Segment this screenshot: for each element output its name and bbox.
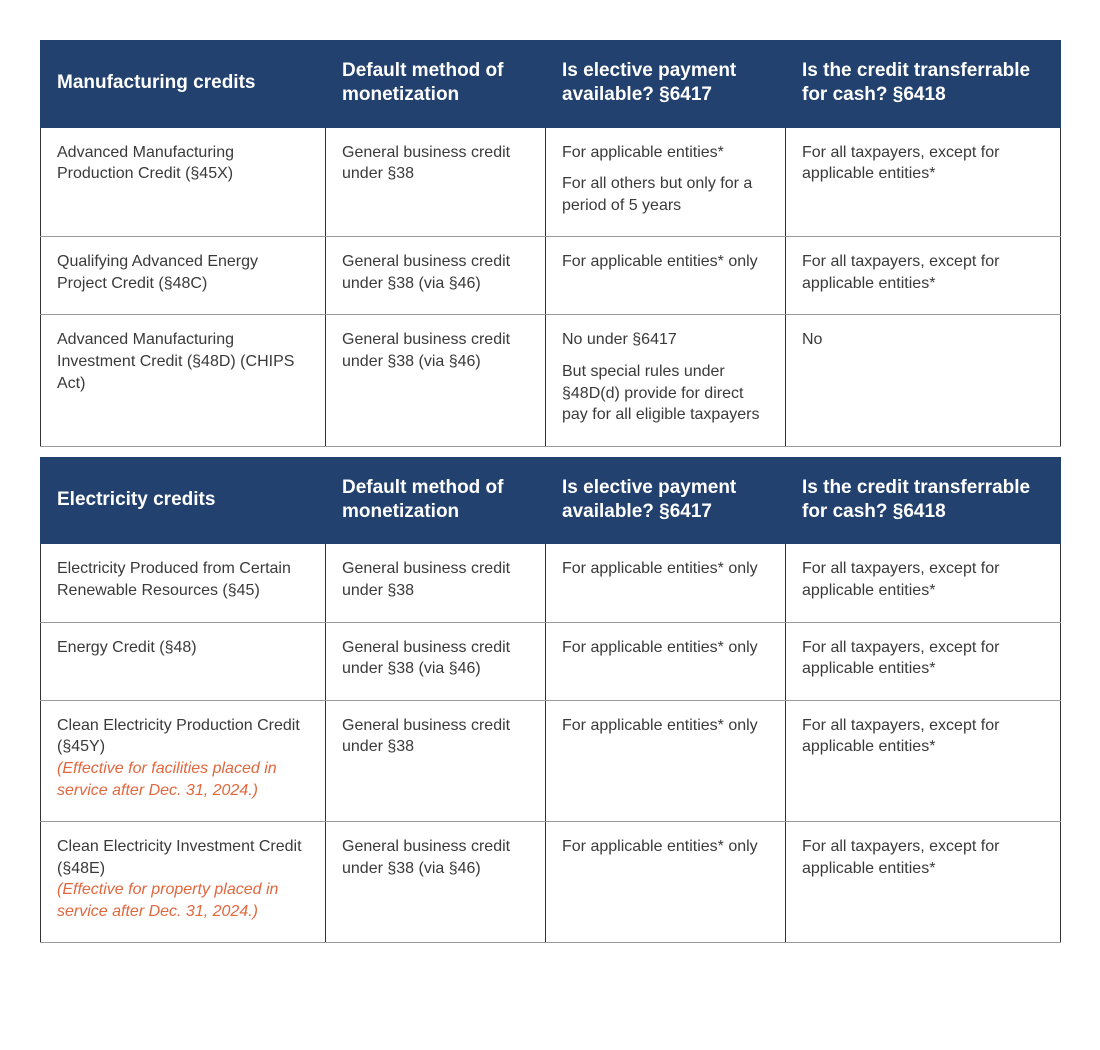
- credit-transferrable: For all taxpayers, except for applicable…: [786, 544, 1061, 622]
- header-elective: Is elective payment available? §6417: [546, 457, 786, 544]
- header-credits: Manufacturing credits: [41, 41, 326, 128]
- header-transferrable: Is the credit transferrable for cash? §6…: [786, 41, 1061, 128]
- elective-p1: For applicable entities*: [562, 142, 769, 164]
- credit-name: Clean Electricity Investment Credit (§48…: [57, 838, 302, 877]
- table-row: Advanced Manufacturing Investment Credit…: [41, 315, 1061, 446]
- credit-name-cell: Clean Electricity Production Credit (§45…: [41, 700, 326, 821]
- effective-note: (Effective for facilities placed in serv…: [57, 758, 309, 801]
- credit-elective: For applicable entities* only: [546, 822, 786, 943]
- table-row: Energy Credit (§48) General business cre…: [41, 622, 1061, 700]
- credit-name: Electricity Produced from Certain Renewa…: [41, 544, 326, 622]
- table-row: Advanced Manufacturing Production Credit…: [41, 127, 1061, 237]
- elective-p2: For all others but only for a period of …: [562, 173, 769, 216]
- table-header-row: Electricity credits Default method of mo…: [41, 457, 1061, 544]
- credit-transferrable: For all taxpayers, except for applicable…: [786, 127, 1061, 237]
- credit-elective: For applicable entities* only: [546, 622, 786, 700]
- credit-transferrable: No: [786, 315, 1061, 446]
- manufacturing-credits-table: Manufacturing credits Default method of …: [40, 40, 1061, 447]
- effective-note: (Effective for property placed in servic…: [57, 879, 309, 922]
- header-monetization: Default method of monetization: [326, 457, 546, 544]
- electricity-credits-table: Electricity credits Default method of mo…: [40, 457, 1061, 944]
- credit-monetization: General business credit under §38: [326, 127, 546, 237]
- header-monetization: Default method of monetization: [326, 41, 546, 128]
- credit-transferrable: For all taxpayers, except for applicable…: [786, 700, 1061, 821]
- credit-name-cell: Clean Electricity Investment Credit (§48…: [41, 822, 326, 943]
- credit-monetization: General business credit under §38 (via §…: [326, 315, 546, 446]
- credit-elective: For applicable entities* For all others …: [546, 127, 786, 237]
- credit-transferrable: For all taxpayers, except for applicable…: [786, 237, 1061, 315]
- header-elective: Is elective payment available? §6417: [546, 41, 786, 128]
- credit-elective: No under §6417 But special rules under §…: [546, 315, 786, 446]
- credit-name: Advanced Manufacturing Investment Credit…: [41, 315, 326, 446]
- elective-p2: But special rules under §48D(d) provide …: [562, 361, 769, 426]
- header-transferrable: Is the credit transferrable for cash? §6…: [786, 457, 1061, 544]
- credit-elective: For applicable entities* only: [546, 237, 786, 315]
- credit-monetization: General business credit under §38 (via §…: [326, 237, 546, 315]
- credit-transferrable: For all taxpayers, except for applicable…: [786, 822, 1061, 943]
- elective-p1: No under §6417: [562, 329, 769, 351]
- credit-elective: For applicable entities* only: [546, 544, 786, 622]
- table-row: Clean Electricity Investment Credit (§48…: [41, 822, 1061, 943]
- credit-monetization: General business credit under §38: [326, 544, 546, 622]
- table-row: Electricity Produced from Certain Renewa…: [41, 544, 1061, 622]
- credit-name: Advanced Manufacturing Production Credit…: [41, 127, 326, 237]
- credit-monetization: General business credit under §38 (via §…: [326, 622, 546, 700]
- credit-transferrable: For all taxpayers, except for applicable…: [786, 622, 1061, 700]
- credit-name: Qualifying Advanced Energy Project Credi…: [41, 237, 326, 315]
- header-credits: Electricity credits: [41, 457, 326, 544]
- table-row: Qualifying Advanced Energy Project Credi…: [41, 237, 1061, 315]
- table-row: Clean Electricity Production Credit (§45…: [41, 700, 1061, 821]
- credit-monetization: General business credit under §38: [326, 700, 546, 821]
- credit-monetization: General business credit under §38 (via §…: [326, 822, 546, 943]
- credit-name: Energy Credit (§48): [41, 622, 326, 700]
- credit-elective: For applicable entities* only: [546, 700, 786, 821]
- credit-name: Clean Electricity Production Credit (§45…: [57, 717, 300, 756]
- table-header-row: Manufacturing credits Default method of …: [41, 41, 1061, 128]
